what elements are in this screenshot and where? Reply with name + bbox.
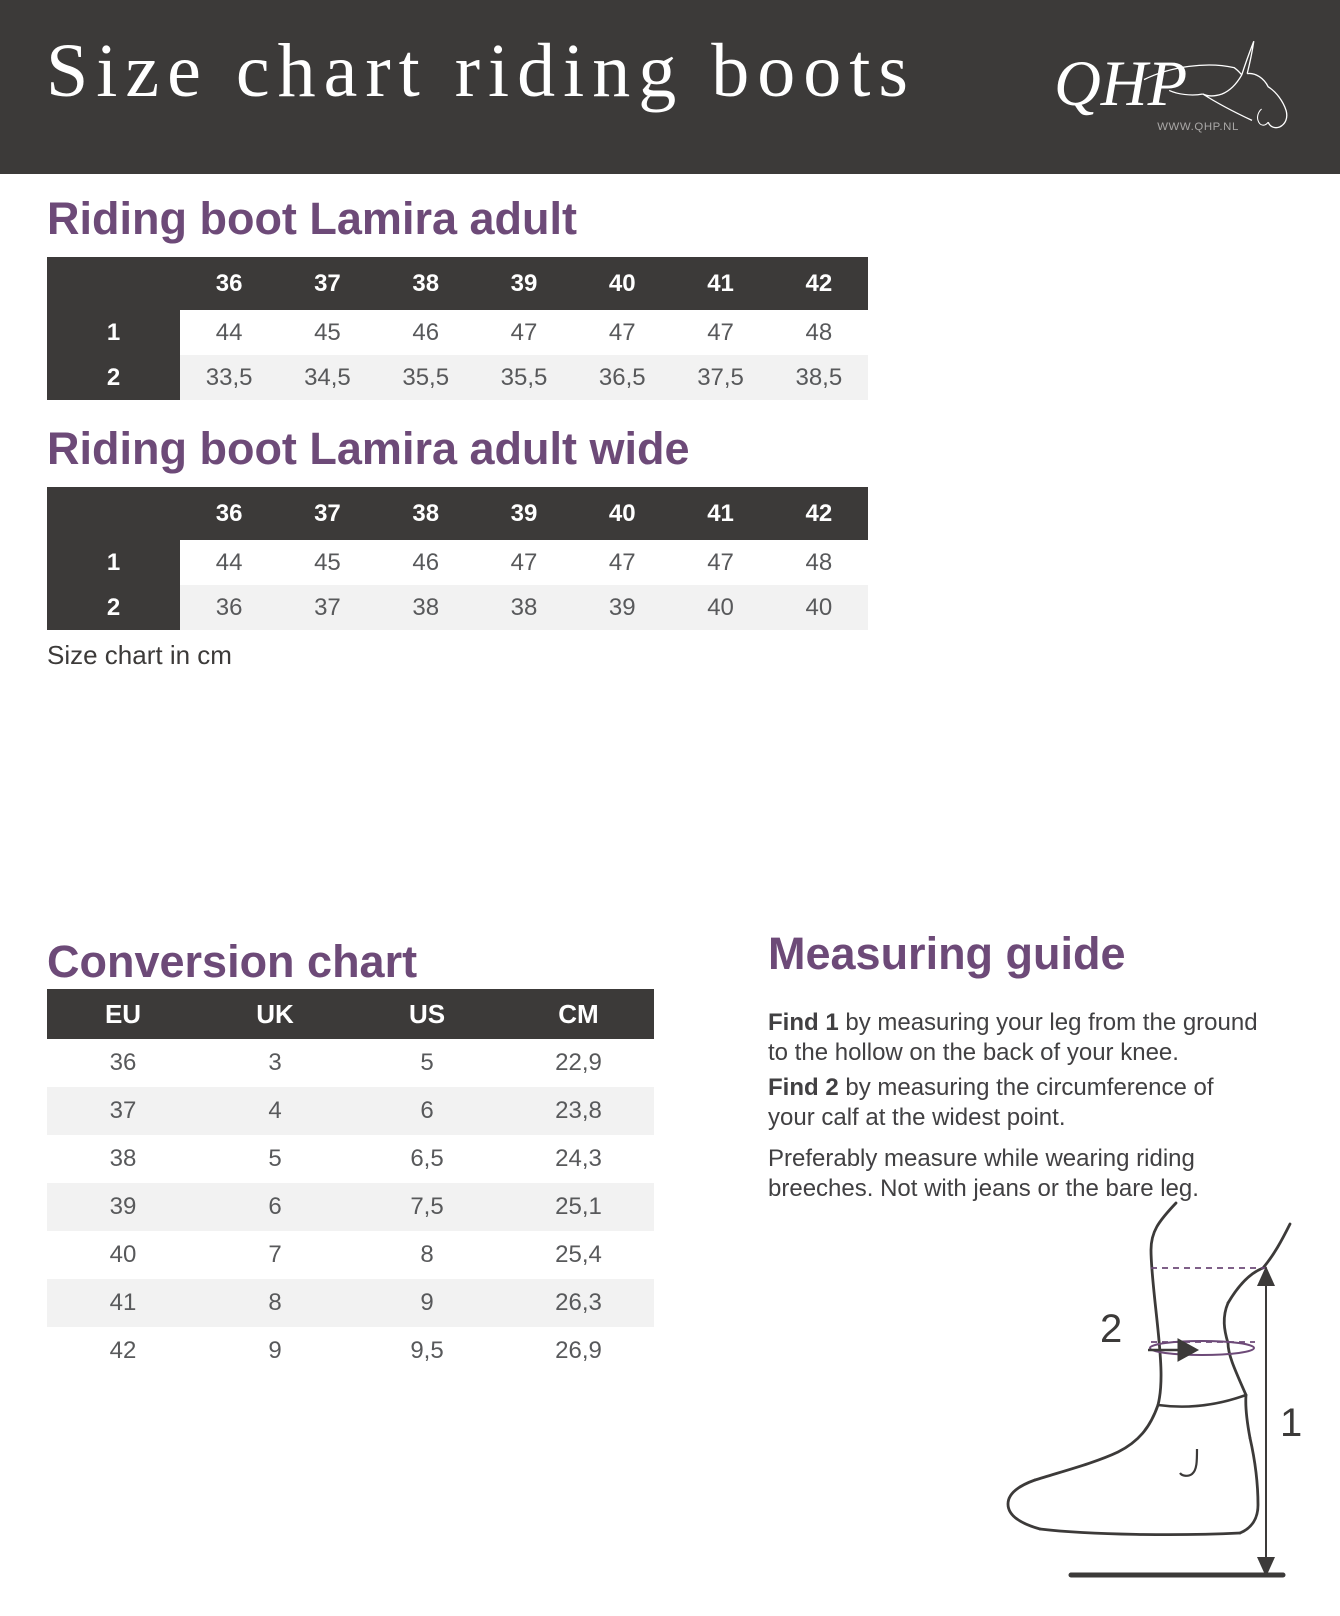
svg-text:2: 2 [1100,1307,1122,1351]
svg-text:QHP: QHP [1054,48,1187,120]
svg-text:1: 1 [1280,1401,1302,1445]
svg-text:WWW.QHP.NL: WWW.QHP.NL [1157,121,1239,133]
